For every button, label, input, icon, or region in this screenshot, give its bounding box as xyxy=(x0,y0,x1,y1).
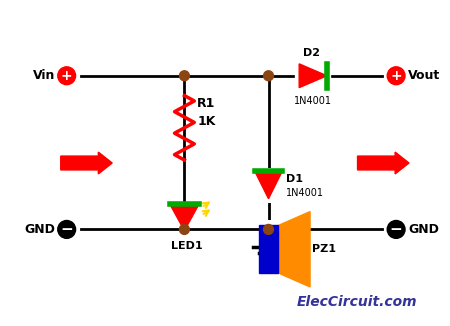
Circle shape xyxy=(387,220,405,238)
Circle shape xyxy=(58,220,76,238)
Text: GND: GND xyxy=(24,223,55,236)
Polygon shape xyxy=(279,212,310,287)
Polygon shape xyxy=(170,204,199,230)
Polygon shape xyxy=(299,64,327,88)
Circle shape xyxy=(387,67,405,85)
Text: D2: D2 xyxy=(302,48,320,58)
Text: +: + xyxy=(390,69,402,83)
Circle shape xyxy=(180,225,189,234)
Text: GND: GND xyxy=(408,223,439,236)
Text: Vin: Vin xyxy=(32,69,55,82)
Text: −: − xyxy=(390,222,402,237)
Text: 1N4001: 1N4001 xyxy=(294,96,332,106)
Circle shape xyxy=(264,71,274,81)
Polygon shape xyxy=(255,171,282,199)
Text: +: + xyxy=(61,69,72,83)
Circle shape xyxy=(264,225,274,234)
Text: 1K: 1K xyxy=(197,115,216,128)
Circle shape xyxy=(58,67,76,85)
Text: PZ1: PZ1 xyxy=(312,244,336,254)
FancyArrow shape xyxy=(358,152,409,174)
Text: Vout: Vout xyxy=(408,69,440,82)
Text: R1: R1 xyxy=(197,97,216,110)
Text: 1N4001: 1N4001 xyxy=(286,188,324,198)
Bar xyxy=(259,226,279,273)
Text: LED1: LED1 xyxy=(171,241,202,251)
Circle shape xyxy=(180,71,189,81)
Text: ElecCircuit.com: ElecCircuit.com xyxy=(296,295,417,309)
Text: −: − xyxy=(60,222,73,237)
Text: D1: D1 xyxy=(286,174,303,184)
FancyArrow shape xyxy=(61,152,112,174)
